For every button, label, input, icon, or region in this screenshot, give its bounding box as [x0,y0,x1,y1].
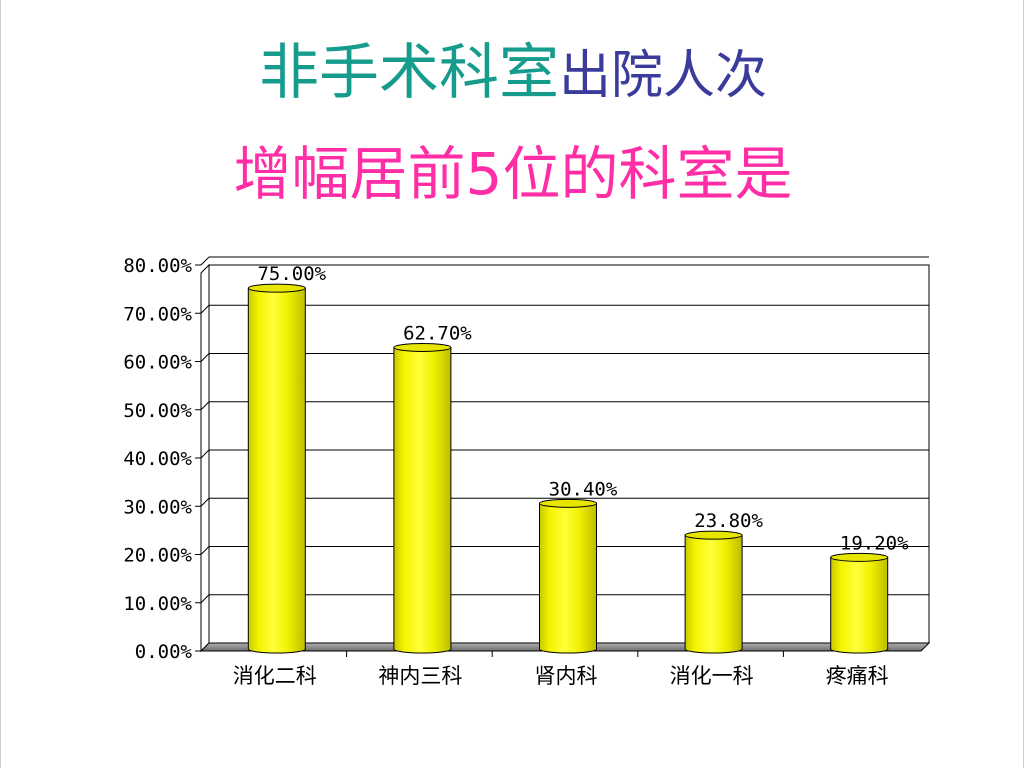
gridline-side [200,256,210,266]
y-tick-label: 50.00% [123,400,192,422]
x-tick-label: 消化一科 [670,664,754,688]
data-label: 62.70% [403,322,472,344]
bar [830,552,889,654]
x-tick-label: 神内三科 [378,664,462,688]
slide-title-line-1: 非手术科室出院人次 [1,34,1024,115]
bar [539,498,597,654]
title-part-1: 非手术科室 [258,38,559,108]
data-label: 30.40% [549,478,618,500]
bar-top [830,552,889,562]
bar-body [830,556,889,654]
gridline-side [200,401,210,411]
title-part-2: 出院人次 [558,46,767,106]
data-label: 23.80% [694,510,763,532]
y-tick-label: 40.00% [123,448,192,470]
gridline-side [200,594,210,604]
y-tick-label: 0.00% [135,641,193,663]
gridline-side [200,449,210,459]
bar-body [539,502,597,654]
y-tick-label: 80.00% [123,255,192,277]
bar-body [247,287,306,654]
data-label: 75.00% [257,263,326,285]
bar-top [247,283,306,293]
gridline-side [200,546,210,555]
x-tick-label: 消化二科 [233,664,317,688]
slide-title-line-2: 增幅居前5位的科室是 [233,140,793,208]
bar [393,342,452,654]
plot-side-wall [200,263,210,653]
data-label: 19.20% [840,532,909,554]
bar-top [393,342,452,352]
y-tick-label: 70.00% [123,303,192,325]
y-tick-label: 20.00% [123,545,192,567]
y-tick-label: 10.00% [123,593,192,615]
x-tick-label: 疼痛科 [826,664,889,688]
y-tick-label: 60.00% [123,352,192,374]
gridline-side [200,304,210,314]
gridline-side [200,353,210,362]
bar-top [539,498,597,508]
gridline-side [200,497,210,507]
bar-body [393,346,452,654]
x-tick-label: 肾内科 [535,664,598,688]
bar [684,530,743,654]
bar [247,283,306,654]
bar-body [684,534,743,654]
bar-top [684,530,743,540]
y-tick-label: 30.00% [123,496,192,518]
